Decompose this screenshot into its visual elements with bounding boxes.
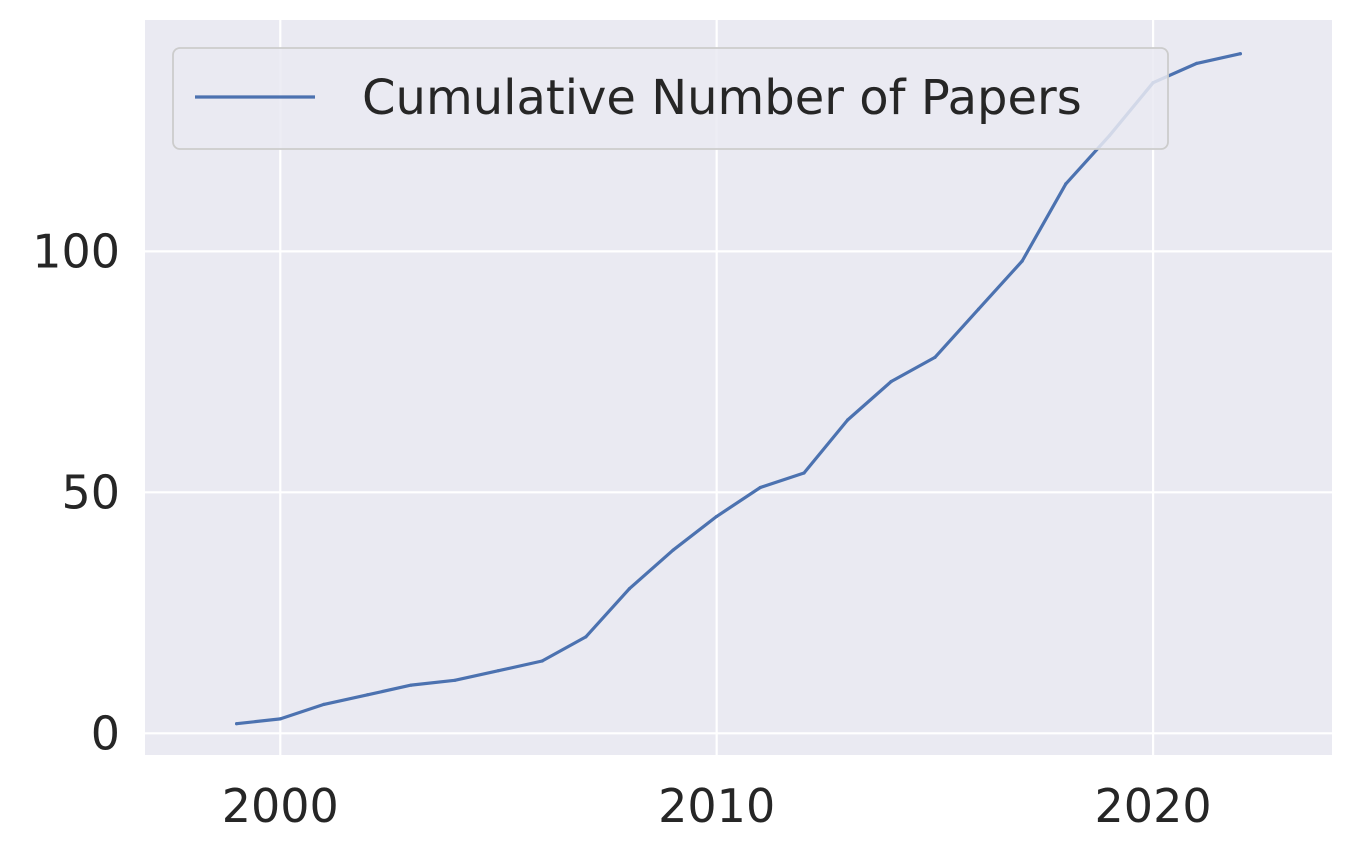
data-point [627, 587, 632, 591]
x-tick-label: 2020 [1095, 779, 1212, 833]
data-point [322, 702, 326, 706]
data-point [1020, 259, 1024, 263]
data-point [496, 669, 501, 673]
data-point [453, 678, 457, 682]
data-point [278, 717, 282, 721]
data-point [845, 418, 850, 422]
data-point [235, 722, 239, 726]
data-point [365, 693, 370, 697]
data-point [976, 307, 981, 311]
data-point [540, 659, 544, 663]
series-layer [235, 52, 1243, 726]
y-tick-label: 0 [91, 706, 120, 760]
x-tick-label: 2010 [658, 779, 775, 833]
data-point [715, 514, 719, 519]
y-tick-label: 100 [32, 224, 120, 278]
data-point [584, 635, 588, 639]
legend-box [172, 47, 1169, 150]
legend: Cumulative Number of Papers [172, 47, 1169, 150]
data-point [933, 355, 937, 359]
data-point [671, 548, 675, 552]
data-point [889, 379, 893, 384]
y-tick-label: 50 [61, 465, 120, 519]
x-tick-label: 2000 [222, 779, 339, 833]
data-point [758, 485, 762, 490]
legend-label: Cumulative Number of Papers [362, 70, 1082, 126]
data-point [1064, 182, 1068, 186]
data-point [1238, 52, 1242, 56]
data-point [802, 471, 806, 475]
data-point [1195, 61, 1199, 65]
tick-labels: 2000 2010 2020 0 50 100 [32, 224, 1211, 833]
data-point [409, 683, 413, 687]
series-line [235, 52, 1243, 726]
